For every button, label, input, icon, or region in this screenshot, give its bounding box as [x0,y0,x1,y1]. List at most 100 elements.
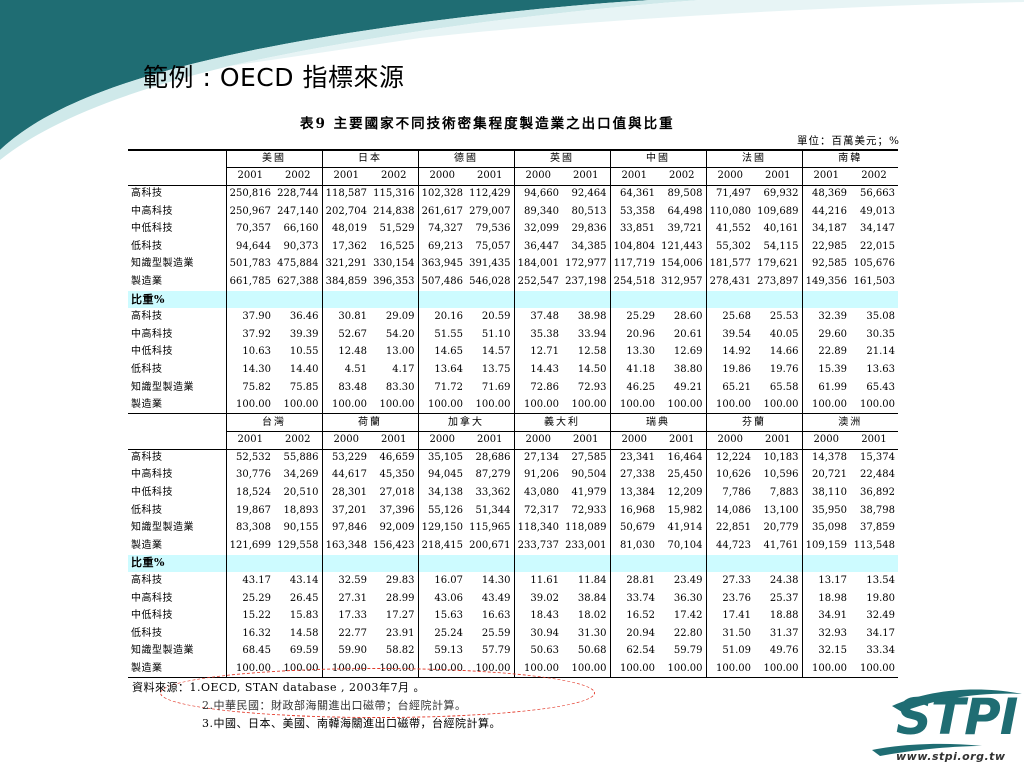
table-row: 中高科技 30,776 34,269 44,617 45,350 94,045 87,279… [128,466,898,485]
table-cell: 51.55 [417,325,466,344]
share-band-cell [466,554,514,573]
year-header: 2002 [669,170,695,182]
share-section-header: 比重% [128,290,898,309]
share-band-cell [321,554,370,573]
table-cell: 115,316 [370,184,418,203]
table-cell: 100.00 [379,398,415,410]
row-label: 低科技 [131,240,163,252]
share-band-cell [850,290,898,309]
table-cell: 36.46 [289,311,319,323]
table-cell: 172,977 [565,258,607,270]
row-label: 中低科技 [131,346,173,358]
table-cell: 48,019 [321,220,370,238]
table-cell: 218,415 [417,537,466,555]
table-cell: 10.55 [289,346,319,358]
table-cell: 39.54 [705,325,754,344]
table-cell: 28,301 [321,484,370,502]
table-cell: 14.58 [289,627,319,639]
year-header: 2001 [573,170,599,182]
table-cell: 54,115 [763,240,799,252]
table-cell: 91,206 [513,466,562,485]
table-cell: 22.89 [801,343,850,362]
table-cell: 27,585 [562,448,610,467]
table-cell: 27,018 [379,487,415,499]
table-cell: 28.99 [385,592,415,604]
table-row: 低科技 19,867 18,893 37,201 37,396 55,126 51,344 7… [128,501,898,520]
country-header: 日本 [321,149,418,169]
table-cell: 46.25 [609,378,658,397]
table-row: 高科技 43.17 43.14 32.59 29.83 16.07 14.30 11.61 11… [128,572,898,590]
table-row: 高科技 52,532 55,886 53,229 46,659 35,105 28,686 2… [128,448,898,467]
table-cell: 35.08 [866,311,895,323]
year-header: 2001 [669,434,695,446]
table-cell: 70,104 [667,539,703,551]
share-band-cell [850,554,898,573]
table-cell: 30.94 [513,625,562,643]
table-cell: 43.14 [289,575,319,587]
year-header: 2001 [861,434,887,446]
table-cell: 19,867 [225,501,274,520]
row-label: 製造業 [131,539,163,551]
row-label: 高科技 [131,311,163,323]
row-label: 中高科技 [131,469,173,481]
table-cell: 80,513 [571,205,607,217]
country-header-row: 台灣 荷蘭 加拿大 義大利 瑞典 芬蘭 澳洲 [128,413,898,432]
table-cell: 237,198 [565,275,607,287]
table-cell: 279,007 [469,205,511,217]
table-cell: 13,100 [763,504,799,516]
table-cell: 24.38 [769,575,799,587]
table-cell: 16.07 [417,572,466,590]
table-cell: 34.17 [866,627,895,639]
table-cell: 32.59 [321,572,370,590]
table-cell: 13.17 [801,572,850,590]
share-band-cell [705,554,754,573]
table-cell: 14.57 [481,346,511,358]
table-cell: 396,353 [373,275,415,287]
share-band-cell [658,554,706,573]
table-cell: 214,838 [373,205,415,217]
source-notes: 資料來源：1.OECD, STAN database , 2003年7月 。 2… [132,679,501,733]
table-cell: 75.85 [289,381,319,393]
table-cell: 18.43 [513,607,562,626]
table-cell: 89,508 [658,184,706,203]
table-cell: 65.21 [705,378,754,397]
table-cell: 55,886 [274,448,322,467]
row-label: 中高科技 [131,205,173,217]
table-cell: 37,201 [321,501,370,520]
table-cell: 23.49 [673,575,703,587]
table-cell: 129,558 [277,539,319,551]
table-cell: 97,846 [321,519,370,538]
table-cell: 87,279 [475,469,511,481]
table-cell: 100.00 [658,660,706,679]
table-cell: 94,644 [225,237,274,256]
table-cell: 100.00 [562,660,610,679]
table-cell: 61.99 [801,378,850,397]
table-caption: 表9 主要國家不同技術密集程度製造業之出口值與比重 [300,116,675,132]
table-cell: 69.59 [289,645,319,657]
table-cell: 37.92 [225,325,274,344]
table-cell: 41,761 [763,539,799,551]
table-cell: 27,134 [513,448,562,467]
table-cell: 23.76 [705,589,754,608]
table-cell: 51.09 [705,642,754,661]
table-cell: 13.54 [866,575,895,587]
table-cell: 100.00 [801,396,850,414]
table-cell: 149,356 [801,273,850,291]
table-cell: 14.40 [289,363,319,375]
table-cell: 100.00 [705,660,754,679]
table-cell: 43.49 [481,592,511,604]
year-header: 2002 [381,170,407,182]
year-header: 2000 [705,167,754,186]
table-cell: 90,504 [571,469,607,481]
country-header: 中國 [609,149,706,169]
table-cell: 20.96 [609,325,658,344]
year-header: 2000 [609,431,658,450]
table-cell: 35,105 [417,448,466,467]
table-row: 中高科技 250,967 247,140 202,704 214,838 261,617 2… [128,202,898,221]
table-cell: 44,216 [801,202,850,221]
table-cell: 10,596 [763,469,799,481]
row-label: 知識型製造業 [131,258,194,270]
table-cell: 38.98 [577,311,607,323]
table-cell: 17.41 [705,607,754,626]
table-cell: 12.71 [513,343,562,362]
